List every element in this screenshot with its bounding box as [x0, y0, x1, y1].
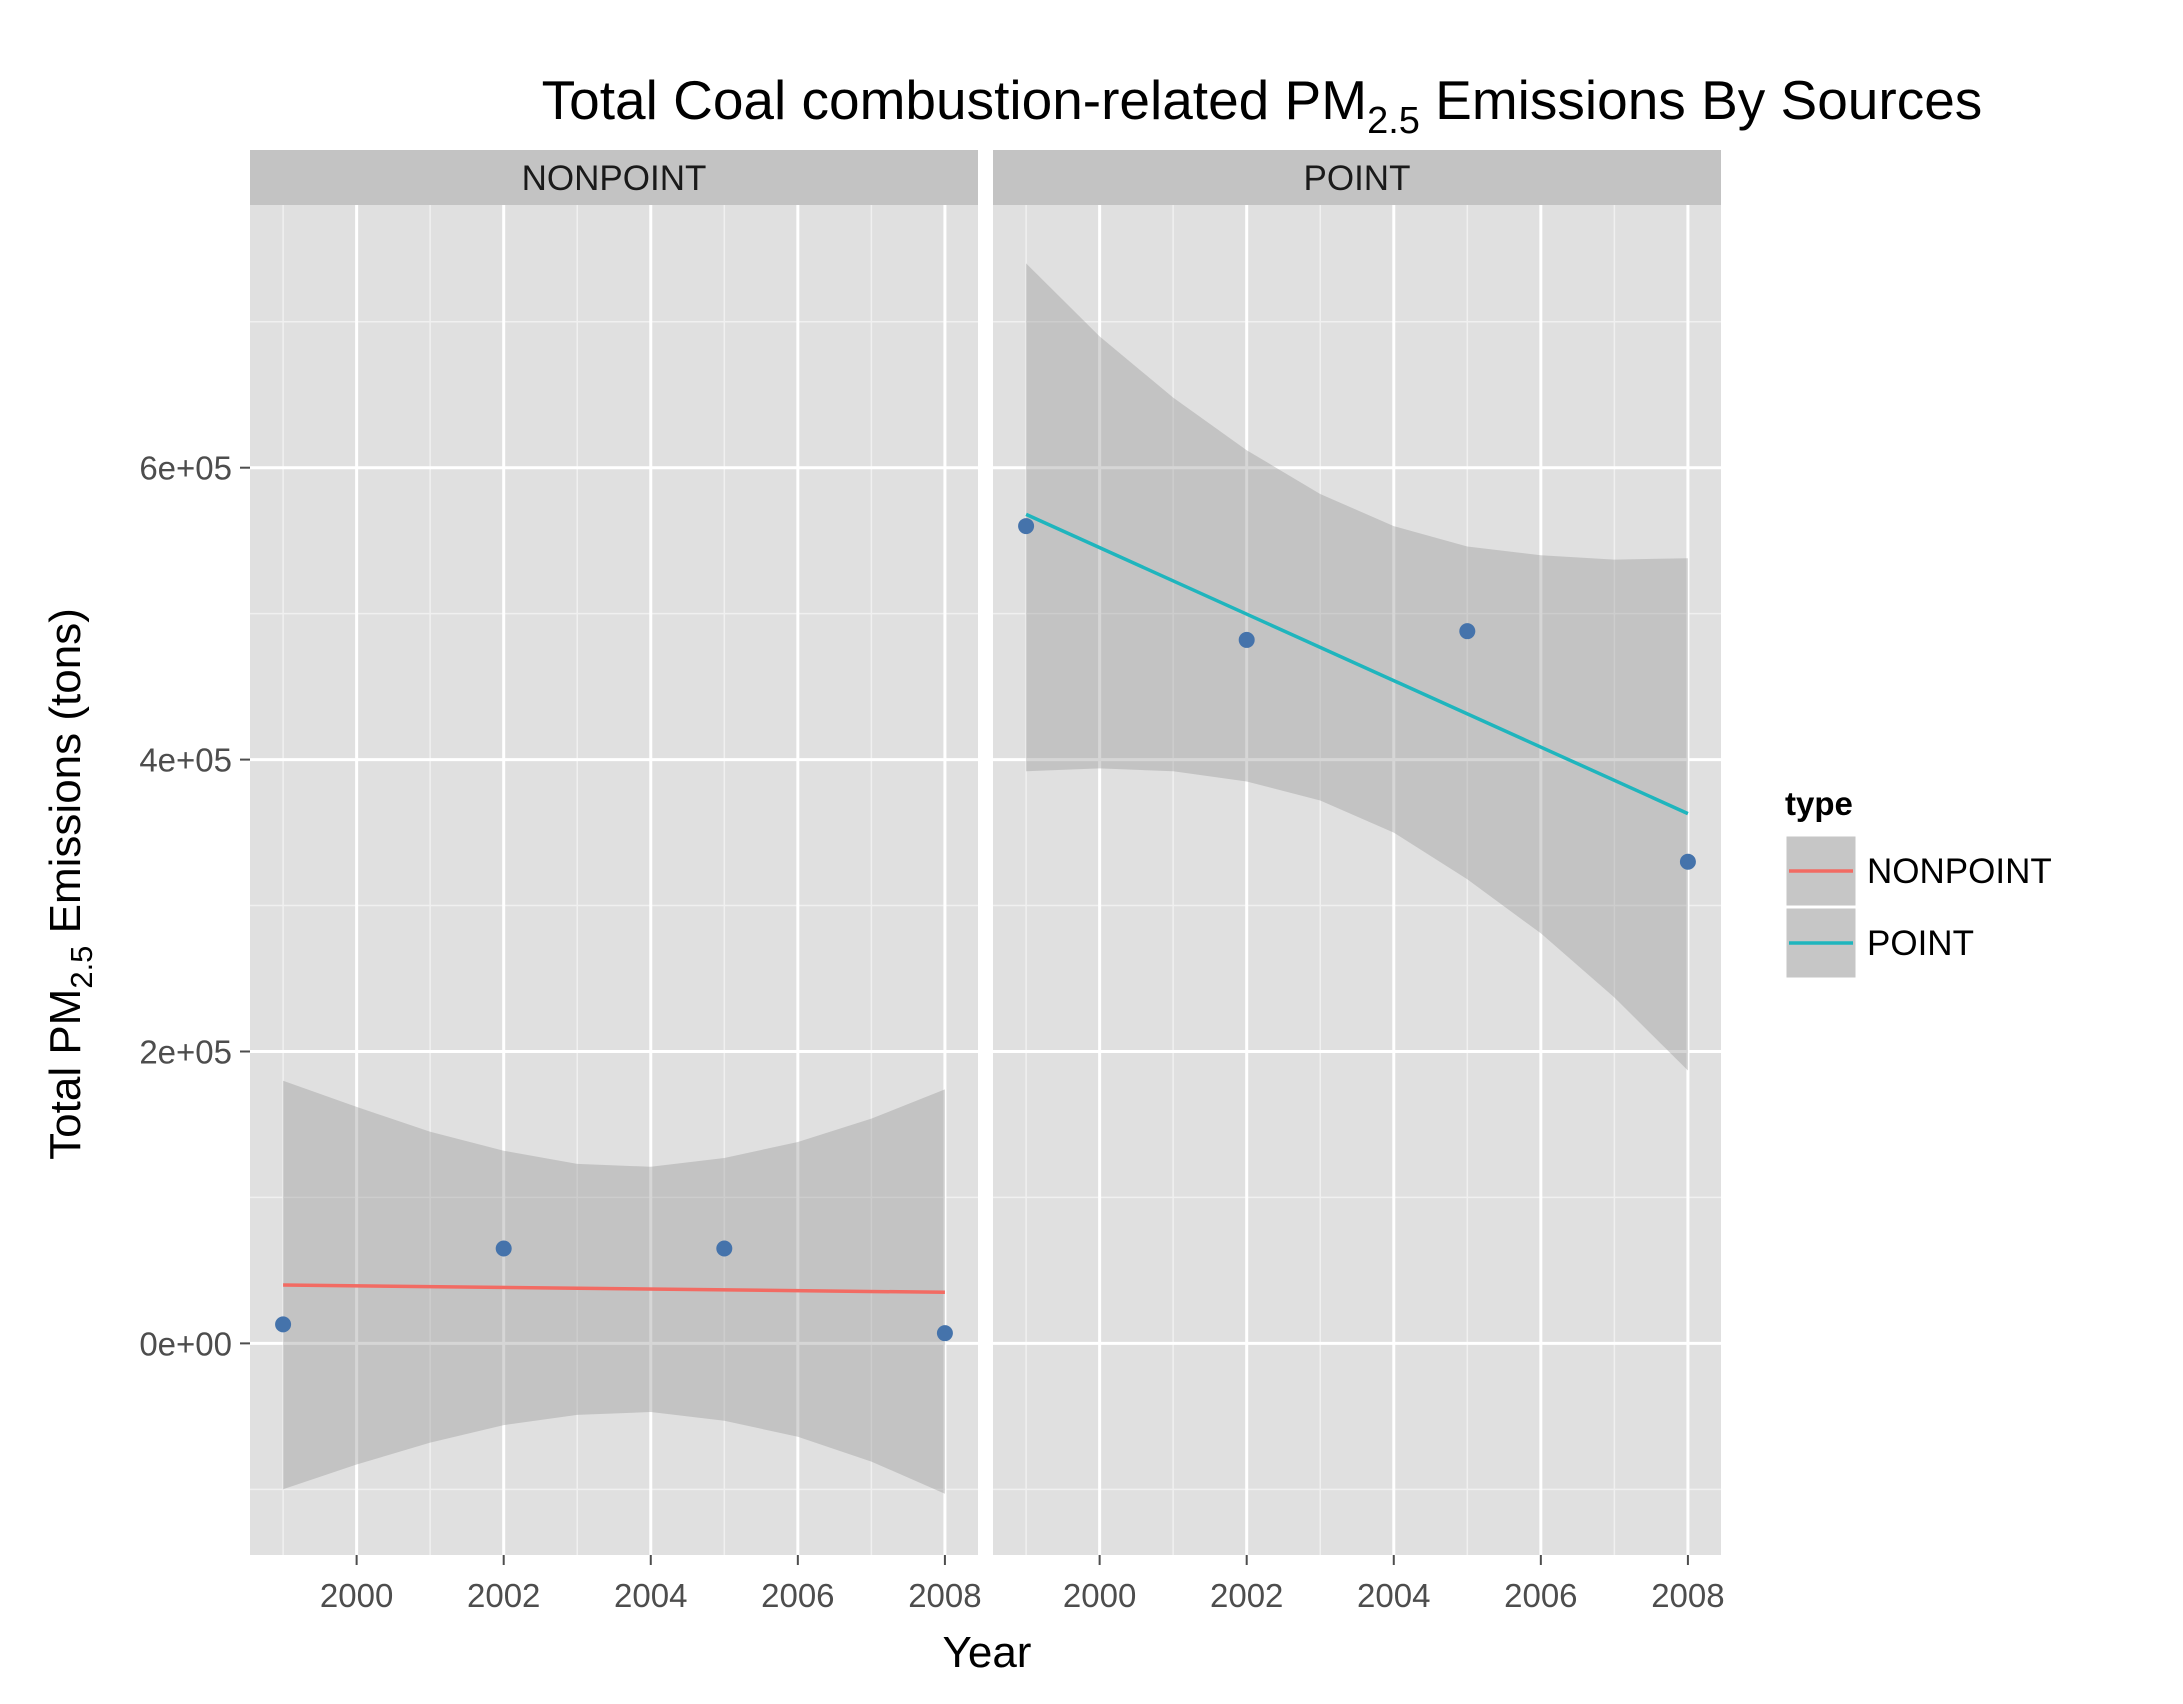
legend-entry-point: POINT	[1783, 905, 1974, 981]
y-tick-label-0: 0e+00	[139, 1325, 232, 1362]
confidence-band-area	[1026, 263, 1688, 1071]
x-tick-label-2004: 2004	[1357, 1577, 1430, 1614]
data-point-2008	[936, 1325, 953, 1342]
fit-line-nonpoint	[283, 1283, 945, 1295]
legend-title: type	[1785, 785, 1853, 822]
fit-line	[1025, 512, 1689, 816]
fit-line	[283, 1283, 945, 1295]
x-axis-title: Year	[943, 1628, 1032, 1677]
strip-background-point	[993, 150, 1721, 205]
x-tick-label-2002: 2002	[467, 1577, 540, 1614]
x-axis-point: 2000 2002 2004 2006 2008	[1063, 1555, 1725, 1614]
data-point-2002	[495, 1240, 512, 1257]
x-tick-label-2006: 2006	[761, 1577, 834, 1614]
data-point-1999	[1018, 518, 1035, 535]
x-tick-label-2000: 2000	[1063, 1577, 1136, 1614]
chart-title-main: Total Coal combustion-related PM	[542, 69, 1367, 131]
data-point-1999	[275, 1316, 292, 1333]
points-nonpoint	[275, 1240, 953, 1342]
strip-label-nonpoint: NONPOINT	[522, 159, 707, 198]
legend-label-nonpoint: NONPOINT	[1867, 852, 2052, 891]
data-point-2008	[1679, 853, 1696, 870]
confidence-band-point	[1026, 263, 1688, 1071]
y-axis-title-tail: Emissions (tons)	[41, 608, 90, 945]
x-tick-label-2002: 2002	[1210, 1577, 1283, 1614]
y-tick-label-3: 6e+05	[139, 450, 232, 487]
data-point-2002	[1238, 631, 1255, 648]
legend-label-point: POINT	[1867, 924, 1974, 963]
panel-point: POINT	[993, 150, 1721, 1555]
y-axis-title: Total PM2.5 Emissions (tons)	[41, 608, 99, 1160]
legend: type NONPOINT POINT	[1783, 785, 2052, 981]
gridlines-nonpoint	[250, 205, 978, 1555]
data-point-2005	[1459, 623, 1476, 640]
data-point-2005	[716, 1240, 733, 1257]
y-axis-title-main: Total PM	[41, 989, 90, 1160]
gridlines-point	[993, 205, 1721, 1555]
y-axis-title-subscript: 2.5	[64, 946, 99, 989]
points-point	[1018, 518, 1696, 870]
legend-entry-nonpoint: NONPOINT	[1783, 833, 2052, 909]
y-axis: 0e+00 2e+05 4e+05 6e+05	[139, 450, 250, 1362]
x-axis-nonpoint: 2000 2002 2004 2006 2008	[320, 1555, 982, 1614]
fit-line-point	[1025, 512, 1689, 816]
strip-label-point: POINT	[1304, 159, 1411, 198]
panel-background-nonpoint	[250, 205, 978, 1555]
y-tick-label-2: 4e+05	[139, 742, 232, 779]
chart-title-subscript: 2.5	[1367, 100, 1420, 142]
chart-title-tail: Emissions By Sources	[1420, 69, 1982, 131]
x-tick-label-2008: 2008	[908, 1577, 981, 1614]
x-tick-label-2000: 2000	[320, 1577, 393, 1614]
x-tick-label-2004: 2004	[614, 1577, 687, 1614]
chart-title: Total Coal combustion-related PM2.5 Emis…	[542, 69, 1983, 142]
x-tick-label-2006: 2006	[1504, 1577, 1577, 1614]
x-tick-label-2008: 2008	[1651, 1577, 1724, 1614]
strip-background-nonpoint	[250, 150, 978, 205]
y-tick-label-1: 2e+05	[139, 1033, 232, 1070]
panel-nonpoint: NONPOINT	[250, 150, 978, 1555]
panel-background-point	[993, 205, 1721, 1555]
